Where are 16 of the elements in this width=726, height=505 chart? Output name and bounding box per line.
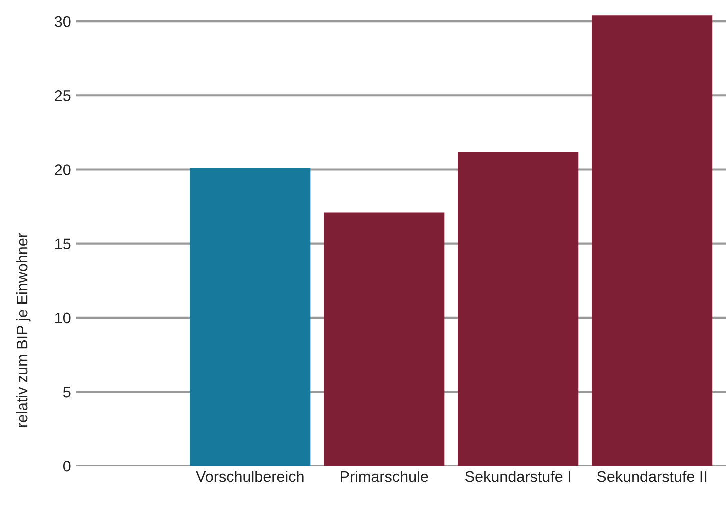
bar (592, 16, 713, 466)
bar (190, 168, 311, 466)
x-tick-label: Vorschulbereich (196, 470, 304, 482)
y-tick-label: 25 (55, 90, 71, 102)
y-tick-label: 15 (56, 238, 71, 250)
y-axis-title: relativ zum BIP je Einwohner (16, 233, 31, 428)
y-tick-label: 10 (56, 312, 71, 324)
x-tick-label: Primarschule (341, 470, 428, 482)
y-tick-label: 0 (63, 460, 71, 472)
bar (458, 152, 579, 466)
y-tick-label: 5 (63, 387, 71, 398)
x-tick-label: Sekundarstufe I (466, 470, 570, 482)
y-tick-label: 20 (55, 164, 71, 176)
bar (324, 212, 445, 466)
y-tick-label: 30 (54, 16, 71, 28)
x-tick-label: Sekundarstufe II (597, 470, 707, 482)
